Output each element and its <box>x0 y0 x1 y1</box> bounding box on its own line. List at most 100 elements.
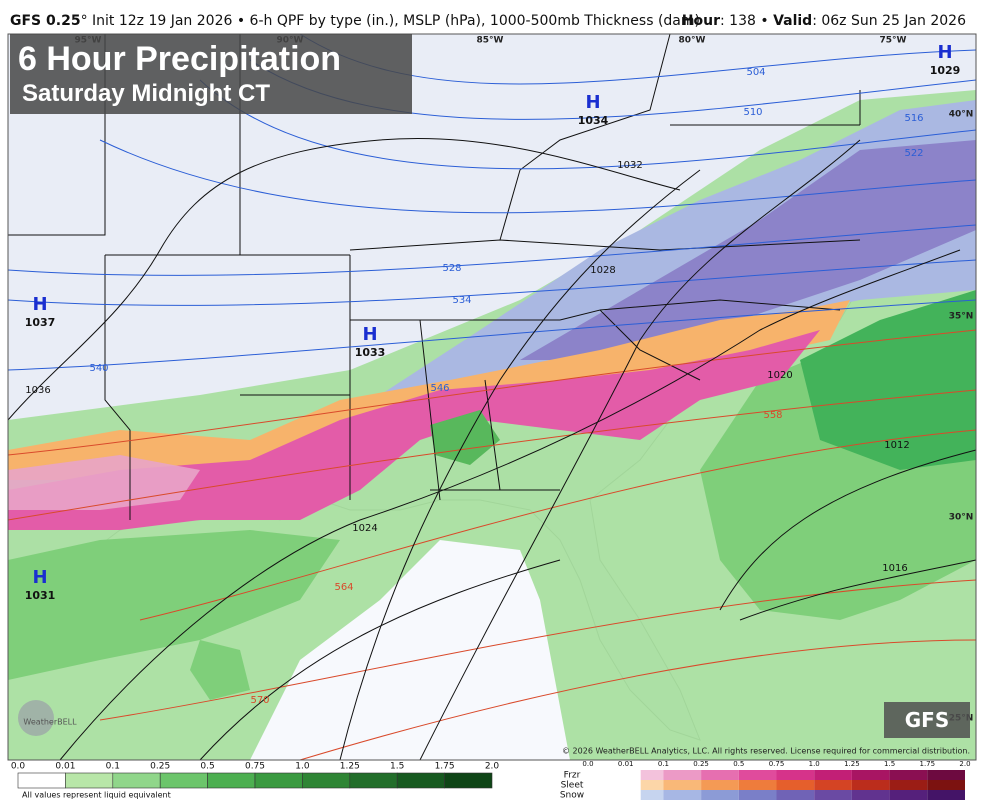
latitude-label: 30°N <box>949 513 974 523</box>
legend-type-swatch <box>889 780 928 790</box>
legend-type-swatch <box>927 770 965 780</box>
legend-type-swatch <box>640 790 664 800</box>
legend-swatch <box>444 772 493 789</box>
legend-type-tick-label: 0.25 <box>693 760 709 768</box>
pressure-symbol: H <box>32 294 47 315</box>
pressure-value: 1037 <box>25 316 56 329</box>
legend-type-swatch <box>814 790 852 800</box>
header-left-part: GFS 0.25 <box>10 13 81 29</box>
legend-type-tick-label: 0.75 <box>769 760 785 768</box>
legend-note: All values represent liquid equivalent <box>22 791 171 800</box>
legend-tick-label: 1.0 <box>295 762 310 772</box>
legend-type-swatch <box>640 780 664 790</box>
legend-type-swatch <box>927 790 965 800</box>
legend-tick-label: 0.01 <box>55 762 75 772</box>
isobar-label: 1024 <box>352 523 377 534</box>
longitude-label: 80°W <box>679 36 706 46</box>
thickness-lines <box>7 33 977 761</box>
thickness-label: 570 <box>250 695 269 706</box>
latitude-label: 40°N <box>949 110 974 120</box>
legend-tick-label: 0.0 <box>11 762 26 772</box>
pressure-value: 1029 <box>930 64 961 77</box>
legend-swatch <box>159 772 208 789</box>
legend-type-swatch <box>640 770 664 780</box>
thickness-label: 564 <box>334 582 353 593</box>
legend-tick-label: 1.25 <box>340 762 360 772</box>
legend-type-swatch <box>776 770 815 780</box>
legend-type-tick-label: 0.01 <box>618 760 634 768</box>
legend-swatch <box>17 772 66 789</box>
legend-type-swatch <box>738 780 777 790</box>
legend-type-swatch <box>738 790 777 800</box>
legend-swatch <box>396 772 445 789</box>
rain-moderate <box>8 530 340 680</box>
legend-type-swatch <box>663 790 702 800</box>
thickness-label: 516 <box>904 113 923 124</box>
legend-swatch <box>65 772 114 789</box>
legend-type-swatch <box>663 780 702 790</box>
longitude-label: 85°W <box>477 36 504 46</box>
pressure-value: 1033 <box>355 346 386 359</box>
pressure-symbol: H <box>585 92 600 113</box>
thickness-label: 528 <box>442 263 461 274</box>
legend-type-swatch <box>851 770 890 780</box>
thickness-label: 504 <box>746 67 765 78</box>
legend-swatch <box>349 772 398 789</box>
legend-type-swatch <box>889 790 928 800</box>
legend-type-tick-label: 1.0 <box>809 760 820 768</box>
isobar-label: 1020 <box>767 370 792 381</box>
legend-type-swatch <box>851 790 890 800</box>
header-right-part: : 06z Sun 25 Jan 2026 <box>812 13 966 29</box>
title-box: 6 Hour Precipitation Saturday Midnight C… <box>10 34 412 114</box>
isobar-label: 1036 <box>25 385 50 396</box>
legend-tick-label: 1.75 <box>435 762 455 772</box>
legend-type-swatch <box>663 770 702 780</box>
thickness-label: 522 <box>904 148 923 159</box>
thickness-label: 558 <box>763 410 782 421</box>
legend-type-swatch <box>814 780 852 790</box>
model-badge: GFS <box>884 702 970 738</box>
logo-mark <box>18 700 54 736</box>
legend-type-label: Frzr <box>564 771 581 781</box>
legend-type-tick-label: 1.5 <box>884 760 895 768</box>
snow-heavy <box>520 140 976 360</box>
legend-type-swatch <box>776 790 815 800</box>
freezing-rain <box>8 330 820 530</box>
longitude-label: 75°W <box>880 36 907 46</box>
map-frame <box>7 33 977 761</box>
legend-type-tick-label: 0.1 <box>658 760 669 768</box>
pressure-symbol: H <box>32 567 47 588</box>
header-right-part: : 138 • <box>720 13 773 29</box>
pressure-value: 1034 <box>578 114 609 127</box>
legend-type-tick-label: 2.0 <box>959 760 970 768</box>
legend-tick-label: 0.5 <box>200 762 214 772</box>
pressure-symbol: H <box>937 42 952 63</box>
legend-type-tick-label: 0.5 <box>733 760 744 768</box>
legend-tick-label: 2.0 <box>485 762 500 772</box>
pressure-value: 1031 <box>25 589 56 602</box>
isobar-label: 1016 <box>882 563 907 574</box>
header-right-part: Valid <box>773 13 812 29</box>
isobars <box>7 137 977 761</box>
legend-type-swatch <box>701 770 739 780</box>
legend-tick-label: 0.25 <box>150 762 170 772</box>
header-left: GFS 0.25° Init 12z 19 Jan 2026 • 6-h QPF… <box>10 13 700 29</box>
header-right: Hour: 138 • Valid: 06z Sun 25 Jan 2026 <box>682 13 966 29</box>
legend-type-swatch <box>738 770 777 780</box>
sleet <box>8 300 850 480</box>
rain-moderate <box>190 640 250 700</box>
legend-swatch <box>112 772 161 789</box>
subtitle: Saturday Midnight CT <box>22 80 270 107</box>
legend-type-swatch <box>851 780 890 790</box>
legend-type-tick-label: 1.75 <box>920 760 936 768</box>
legend-swatch <box>254 772 303 789</box>
legend-swatch <box>207 772 256 789</box>
legend-type-swatch <box>814 770 852 780</box>
legend-type-swatch <box>701 790 739 800</box>
isobar-label: 1012 <box>884 440 909 451</box>
legend-tick-label: 0.75 <box>245 762 265 772</box>
legend-type-label: Snow <box>560 791 584 801</box>
logo: WeatherBELL <box>23 718 77 727</box>
legend-type-swatch <box>889 770 928 780</box>
